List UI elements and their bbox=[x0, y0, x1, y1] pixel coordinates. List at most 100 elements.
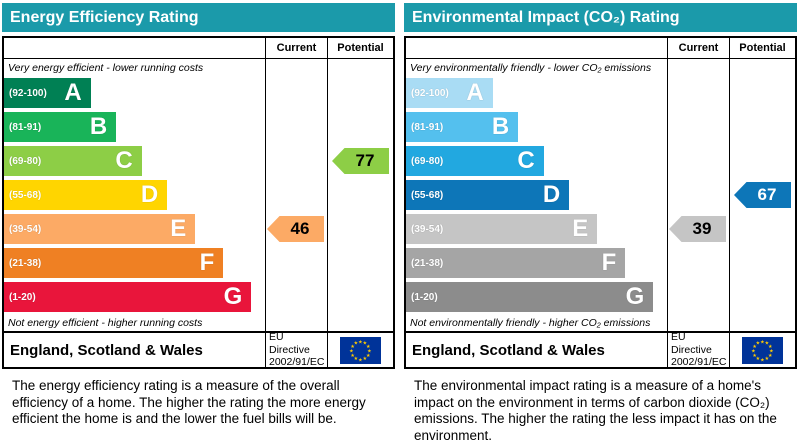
column-header-spacer bbox=[406, 38, 667, 58]
svg-text:★: ★ bbox=[765, 356, 770, 362]
svg-text:★: ★ bbox=[363, 340, 368, 346]
band-letter: B bbox=[491, 113, 510, 140]
potential-column-cell bbox=[729, 280, 795, 314]
potential-column-cell bbox=[327, 212, 393, 246]
current-column-cell bbox=[265, 144, 327, 178]
rating-bands: (92-100) A (81-91) B (69-80) bbox=[4, 76, 393, 314]
potential-column-cell bbox=[729, 76, 795, 110]
band-row-b: (81-91) B bbox=[406, 110, 795, 144]
current-column-cell bbox=[667, 110, 729, 144]
band-letter: G bbox=[625, 283, 645, 310]
potential-column-cell bbox=[729, 314, 795, 331]
band-letter: B bbox=[89, 113, 108, 140]
band-range-label: (69-80) bbox=[9, 155, 42, 167]
potential-rating-arrow: 67 bbox=[734, 182, 791, 208]
band-bar-a: (92-100) A bbox=[4, 78, 91, 108]
flag-cell: ★ ★ ★ ★ ★ ★ ★ ★ ★ ★ ★ ★ bbox=[729, 333, 795, 367]
svg-text:★: ★ bbox=[366, 343, 371, 349]
top-caption: Very energy efficient - lower running co… bbox=[8, 62, 204, 74]
band-row-a: (92-100) A bbox=[406, 76, 795, 110]
eu-directive-line2: 2002/91/EC bbox=[671, 356, 727, 369]
potential-column-cell bbox=[729, 178, 795, 212]
energy-panel-title: Energy Efficiency Rating bbox=[2, 3, 395, 32]
band-bar-f: (21-38) F bbox=[4, 248, 224, 278]
svg-text:★: ★ bbox=[769, 348, 774, 354]
current-column-header: Current bbox=[667, 38, 729, 58]
band-range-label: (92-100) bbox=[9, 87, 47, 99]
band-bar-a: (92-100) A bbox=[406, 78, 493, 108]
potential-column-header: Potential bbox=[729, 38, 795, 58]
potential-column-cell bbox=[729, 59, 795, 76]
band-range-label: (21-38) bbox=[9, 257, 42, 269]
potential-column-cell bbox=[729, 144, 795, 178]
svg-text:★: ★ bbox=[354, 356, 359, 362]
flag-cell: ★ ★ ★ ★ ★ ★ ★ ★ ★ ★ ★ ★ bbox=[327, 333, 393, 367]
svg-text:★: ★ bbox=[354, 340, 359, 346]
environmental-panel-title: Environmental Impact (CO₂) Rating bbox=[404, 3, 797, 32]
band-row-g: (1-20) G bbox=[4, 280, 393, 314]
band-range-label: (81-91) bbox=[411, 121, 444, 133]
potential-rating-arrow: 77 bbox=[332, 148, 389, 174]
current-column-cell bbox=[265, 110, 327, 144]
current-column-cell bbox=[265, 280, 327, 314]
svg-text:★: ★ bbox=[768, 352, 773, 358]
band-range-label: (92-100) bbox=[411, 87, 449, 99]
svg-text:★: ★ bbox=[350, 352, 355, 358]
environmental-rating-description: The environmental impact rating is a mea… bbox=[414, 378, 777, 444]
current-column-cell bbox=[265, 212, 327, 246]
potential-column-cell bbox=[729, 110, 795, 144]
band-range-label: (69-80) bbox=[411, 155, 444, 167]
current-column-cell bbox=[667, 59, 729, 76]
eu-flag-icon: ★ ★ ★ ★ ★ ★ ★ ★ ★ ★ ★ ★ bbox=[742, 336, 783, 364]
current-column-cell bbox=[265, 178, 327, 212]
band-letter: C bbox=[115, 147, 133, 174]
region-label: England, Scotland & Wales bbox=[412, 341, 605, 359]
band-row-g: (1-20) G bbox=[406, 280, 795, 314]
svg-text:★: ★ bbox=[366, 352, 371, 358]
band-bar-g: (1-20) G bbox=[4, 282, 252, 312]
potential-column-cell bbox=[327, 280, 393, 314]
band-row-e: (39-54) E bbox=[4, 212, 393, 246]
energy-rating-description: The energy efficiency rating is a measur… bbox=[12, 378, 366, 427]
band-letter: F bbox=[601, 249, 617, 276]
band-row-b: (81-91) B bbox=[4, 110, 393, 144]
svg-text:★: ★ bbox=[752, 352, 757, 358]
band-bar-b: (81-91) B bbox=[406, 112, 519, 142]
current-column-cell bbox=[265, 246, 327, 280]
current-column-cell bbox=[667, 314, 729, 331]
eu-directive-line2: 2002/91/EC bbox=[269, 356, 325, 369]
band-bar-e: (39-54) E bbox=[406, 214, 598, 244]
band-bar-b: (81-91) B bbox=[4, 112, 117, 142]
potential-column-cell bbox=[327, 246, 393, 280]
current-column-cell bbox=[667, 246, 729, 280]
chart-footer: England, Scotland & Wales EU Directive 2… bbox=[4, 331, 393, 369]
current-rating-arrow: 39 bbox=[669, 216, 726, 242]
column-header-spacer bbox=[4, 38, 265, 58]
eu-directive-label: EU Directive 2002/91/EC bbox=[265, 331, 327, 369]
current-column-cell bbox=[667, 212, 729, 246]
svg-text:★: ★ bbox=[751, 348, 756, 354]
band-range-label: (55-68) bbox=[411, 189, 444, 201]
svg-text:★: ★ bbox=[760, 339, 765, 345]
current-rating-arrow: 46 bbox=[267, 216, 324, 242]
environmental-impact-panel: Environmental Impact (CO₂) Rating Curren… bbox=[404, 3, 797, 444]
potential-column-header: Potential bbox=[327, 38, 393, 58]
band-row-d: (55-68) D bbox=[406, 178, 795, 212]
band-row-c: (69-80) C bbox=[4, 144, 393, 178]
band-range-label: (1-20) bbox=[9, 291, 36, 303]
eu-directive-line1: EU Directive bbox=[269, 331, 310, 356]
environmental-rating-chart: Current Potential Very environmentally f… bbox=[404, 36, 797, 369]
chart-footer: England, Scotland & Wales EU Directive 2… bbox=[406, 331, 795, 369]
svg-text:★: ★ bbox=[358, 357, 363, 363]
band-bar-d: (55-68) D bbox=[406, 180, 570, 210]
eu-directive-line1: EU Directive bbox=[671, 331, 712, 356]
energy-efficiency-panel: Energy Efficiency Rating Current Potenti… bbox=[2, 3, 395, 442]
band-range-label: (21-38) bbox=[411, 257, 444, 269]
bottom-caption: Not energy efficient - higher running co… bbox=[8, 317, 203, 329]
current-column-cell bbox=[265, 314, 327, 331]
top-caption-row: Very environmentally friendly - lower CO… bbox=[406, 59, 795, 76]
current-column-cell bbox=[667, 76, 729, 110]
current-column-cell bbox=[667, 178, 729, 212]
energy-rating-chart: Current Potential Very energy efficient … bbox=[2, 36, 395, 369]
